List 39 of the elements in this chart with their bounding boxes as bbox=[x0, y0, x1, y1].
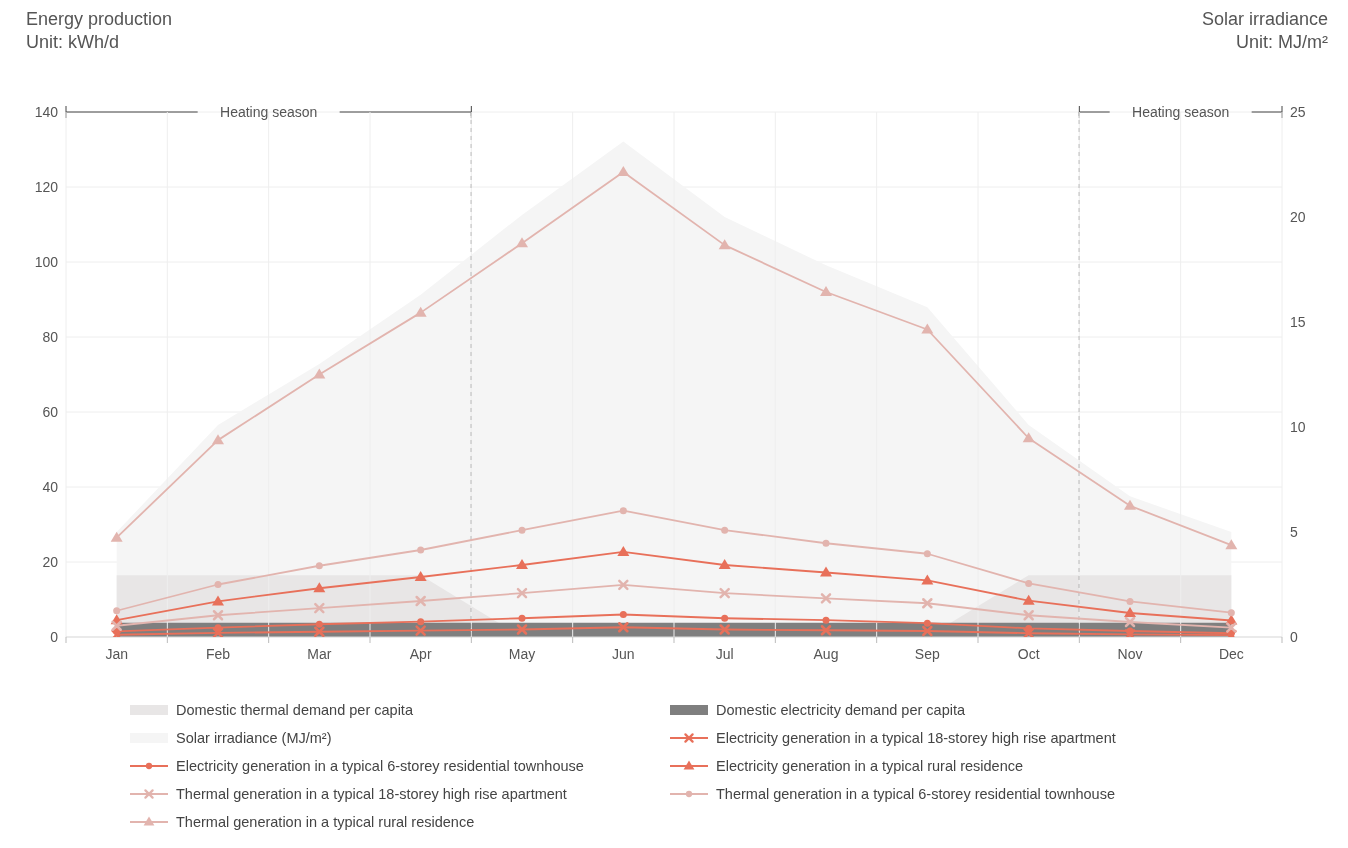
y-tick-label: 60 bbox=[42, 403, 59, 420]
legend-label: Electricity generation in a typical rural residence bbox=[716, 758, 1024, 774]
y-tick-label: 80 bbox=[42, 328, 59, 345]
y2-tick-label: 25 bbox=[1290, 103, 1306, 120]
y-tick-label: 0 bbox=[50, 628, 59, 645]
legend-label: Thermal generation in a typical 6-storey residential townhouse bbox=[716, 786, 1115, 802]
y2-tick-label: 5 bbox=[1290, 523, 1298, 540]
y-tick-label: 20 bbox=[42, 553, 59, 570]
y-tick-label: 120 bbox=[34, 178, 59, 195]
y2-axis-title: Solar irradiance Unit: MJ/m² bbox=[1201, 8, 1328, 54]
legend-label: Solar irradiance (MJ/m²) bbox=[176, 730, 332, 746]
annotation: Heating season bbox=[220, 104, 318, 120]
x-tick-label: Oct bbox=[1017, 646, 1040, 662]
legend-label: Electricity generation in a typical 18-storey high rise apartment bbox=[716, 730, 1116, 746]
y-axis-title: Energy production Unit: kWh/d bbox=[26, 8, 173, 54]
y2-tick-label: 10 bbox=[1290, 418, 1306, 435]
annotation: Heating season bbox=[1132, 104, 1230, 120]
x-tick-label: Mar bbox=[307, 646, 332, 662]
y2-tick-label: 0 bbox=[1290, 628, 1298, 645]
x-tick-label: Feb bbox=[205, 646, 231, 662]
legend-label: Domestic thermal demand per capita bbox=[176, 702, 413, 718]
x-tick-label: Apr bbox=[409, 646, 432, 662]
y2-tick-label: 20 bbox=[1290, 208, 1306, 225]
legend-label: Domestic electricity demand per capita bbox=[716, 702, 966, 718]
x-tick-label: Jul bbox=[715, 646, 734, 662]
x-tick-label: Nov bbox=[1117, 646, 1143, 662]
y-tick-label: 100 bbox=[34, 253, 59, 270]
y-tick-label: 140 bbox=[34, 103, 59, 120]
x-tick-label: Dec bbox=[1218, 646, 1244, 662]
y-tick-label: 40 bbox=[42, 478, 59, 495]
x-tick-label: May bbox=[508, 646, 536, 662]
legend-label: Electricity generation in a typical 6-storey residential townhouse bbox=[176, 758, 584, 774]
x-tick-label: Jun bbox=[612, 646, 635, 662]
legend-label: Thermal generation in a typical rural residence bbox=[176, 814, 475, 830]
legend-label: Thermal generation in a typical 18-storey high rise apartment bbox=[176, 786, 567, 802]
x-tick-label: Aug bbox=[813, 646, 839, 662]
x-tick-label: Jan bbox=[105, 646, 128, 662]
y2-tick-label: 15 bbox=[1290, 313, 1306, 330]
x-tick-label: Sep bbox=[914, 646, 940, 662]
